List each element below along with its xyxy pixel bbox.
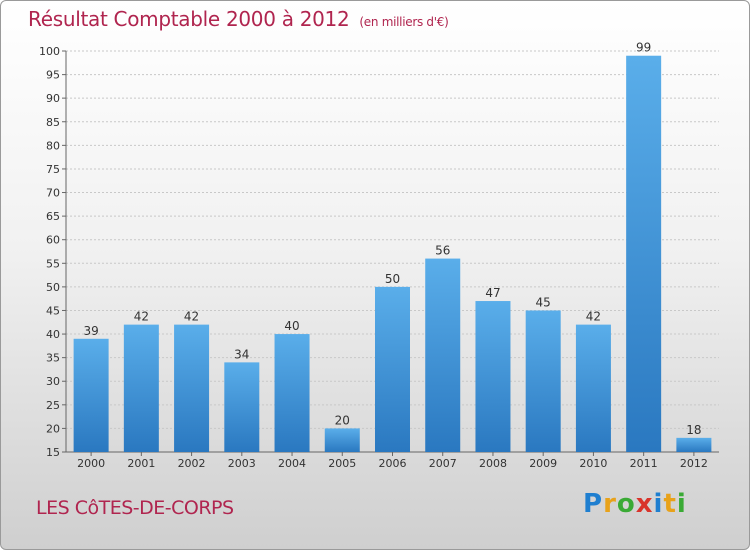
chart-title: Résultat Comptable 2000 à 2012 xyxy=(28,7,350,31)
chart-subtitle: (en milliers d'€) xyxy=(359,15,449,29)
y-tick-label: 75 xyxy=(46,163,60,176)
y-tick-label: 65 xyxy=(46,210,60,223)
y-tick-label: 30 xyxy=(46,375,60,388)
commune-name: LES CôTES-DE-CORPS xyxy=(36,497,234,519)
x-tick-label: 2010 xyxy=(579,457,607,470)
chart-title-block: Résultat Comptable 2000 à 2012 (en millie… xyxy=(28,7,449,31)
data-label: 42 xyxy=(586,310,601,324)
data-label: 18 xyxy=(686,423,701,437)
y-tick-label: 70 xyxy=(46,187,60,200)
y-tick-label: 95 xyxy=(46,69,60,82)
y-tick-label: 100 xyxy=(39,45,60,58)
y-tick-label: 80 xyxy=(46,139,60,152)
x-tick-label: 2006 xyxy=(379,457,407,470)
bar xyxy=(123,324,159,452)
bar xyxy=(274,334,310,452)
y-tick-label: 85 xyxy=(46,116,60,129)
logo-letter: r xyxy=(603,489,617,519)
y-tick-label: 20 xyxy=(46,422,60,435)
bar xyxy=(575,324,611,452)
y-tick-label: 35 xyxy=(46,352,60,365)
y-tick-label: 60 xyxy=(46,234,60,247)
data-label: 47 xyxy=(485,286,500,300)
logo-letter: i xyxy=(653,489,664,519)
y-tick-label: 90 xyxy=(46,92,60,105)
logo-letter: i xyxy=(676,489,687,519)
bar xyxy=(525,310,561,452)
y-tick-label: 15 xyxy=(46,446,60,459)
bar xyxy=(425,258,461,452)
x-tick-label: 2008 xyxy=(479,457,507,470)
x-tick-label: 2003 xyxy=(228,457,256,470)
logo-letter: x xyxy=(635,489,654,519)
x-tick-label: 2011 xyxy=(630,457,658,470)
proxiti-logo: Proxiti xyxy=(583,489,687,519)
x-tick-label: 2007 xyxy=(429,457,457,470)
data-label: 42 xyxy=(184,310,199,324)
bar xyxy=(73,338,109,452)
logo-letter: t xyxy=(663,489,677,519)
x-tick-label: 2009 xyxy=(529,457,557,470)
bar xyxy=(224,362,260,452)
x-tick-label: 2012 xyxy=(680,457,708,470)
data-label: 34 xyxy=(234,347,249,361)
data-label: 50 xyxy=(385,272,400,286)
bar xyxy=(324,428,360,452)
bar xyxy=(475,301,511,452)
y-tick-label: 40 xyxy=(46,328,60,341)
logo-letter: o xyxy=(616,489,636,519)
x-tick-label: 2000 xyxy=(77,457,105,470)
y-tick-label: 25 xyxy=(46,399,60,412)
x-tick-label: 2005 xyxy=(328,457,356,470)
x-tick-label: 2001 xyxy=(127,457,155,470)
y-tick-label: 50 xyxy=(46,281,60,294)
bar xyxy=(626,55,662,452)
data-label: 99 xyxy=(636,41,651,55)
y-tick-label: 55 xyxy=(46,257,60,270)
y-tick-label: 45 xyxy=(46,304,60,317)
data-label: 42 xyxy=(134,310,149,324)
bar xyxy=(676,437,712,452)
data-label: 56 xyxy=(435,244,450,258)
x-tick-label: 2002 xyxy=(178,457,206,470)
data-label: 39 xyxy=(83,324,98,338)
data-label: 40 xyxy=(284,319,299,333)
bar xyxy=(375,286,410,452)
data-label: 45 xyxy=(536,295,551,309)
logo-letter: P xyxy=(583,489,604,519)
bar xyxy=(174,324,210,452)
x-tick-label: 2004 xyxy=(278,457,306,470)
data-label: 20 xyxy=(335,413,350,427)
